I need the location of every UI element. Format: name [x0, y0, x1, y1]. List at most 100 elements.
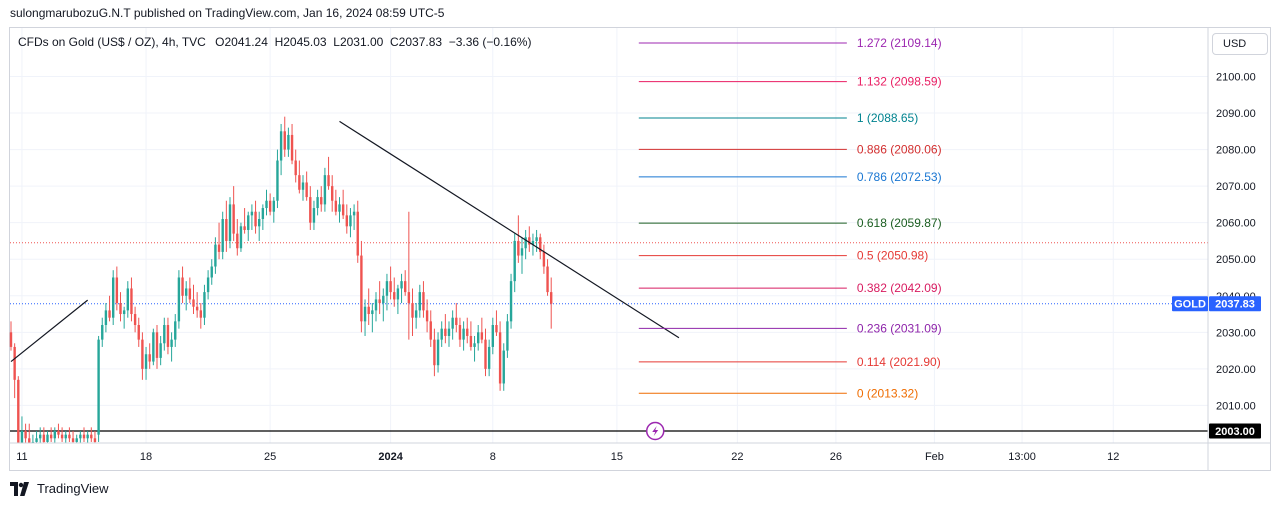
candle-body: [363, 306, 367, 322]
candle-body: [305, 182, 308, 198]
candle-body: [341, 204, 345, 216]
candle-body: [411, 303, 414, 318]
candle: [309, 186, 312, 230]
candle-body: [400, 281, 403, 289]
candle: [425, 299, 429, 333]
event-lightning-icon[interactable]: [645, 421, 665, 441]
candle: [232, 186, 235, 241]
chart-legend: CFDs on Gold (US$ / OZ), 4h, TVC O2041.2…: [18, 35, 531, 49]
time-axis-label: 25: [264, 451, 276, 463]
candle: [265, 189, 268, 216]
candle: [341, 189, 345, 220]
price-axis-label: 2100.00: [1216, 71, 1256, 83]
time-axis-label: 13:00: [1008, 451, 1036, 463]
candle-body: [458, 325, 462, 340]
candle-body: [349, 215, 352, 227]
price-axis-label: 2030.00: [1216, 327, 1256, 339]
candle: [130, 277, 133, 322]
legend-high: H2045.03: [274, 35, 327, 49]
candle: [356, 200, 359, 263]
candle: [404, 270, 407, 296]
candle-body: [513, 240, 516, 282]
candle: [137, 317, 140, 347]
candle-body: [133, 314, 137, 326]
candle: [331, 175, 334, 212]
candle-body: [119, 303, 122, 315]
candle: [458, 317, 462, 347]
candle-body: [221, 219, 224, 252]
candle-body: [542, 251, 546, 267]
candle-body: [301, 182, 305, 190]
candle-body: [466, 328, 469, 336]
candle: [411, 288, 414, 336]
candle-body: [174, 321, 177, 340]
candle-body: [345, 215, 348, 227]
candle-body: [276, 160, 279, 201]
trendline[interactable]: [10, 299, 89, 363]
candle: [122, 306, 126, 329]
candle: [35, 431, 38, 443]
candle-body: [469, 335, 473, 347]
candle: [177, 270, 181, 329]
candle: [68, 427, 71, 442]
candle-body: [210, 266, 213, 278]
price-axis-label: 2010.00: [1216, 400, 1256, 412]
candle-body: [407, 292, 411, 304]
candle-body: [46, 434, 49, 442]
candle-body: [203, 292, 206, 318]
candle: [86, 431, 89, 443]
candle: [115, 266, 119, 311]
candle-body: [484, 339, 487, 369]
price-axis-label: 2080.00: [1216, 145, 1256, 157]
candle: [243, 208, 246, 234]
currency-button[interactable]: USD: [1212, 33, 1268, 55]
candle-body: [279, 131, 283, 161]
candle: [181, 266, 184, 304]
candle-body: [393, 292, 396, 300]
candle: [542, 244, 546, 274]
candle-body: [236, 233, 239, 249]
candle-body: [414, 310, 418, 318]
candle: [320, 186, 323, 212]
candle-body: [356, 211, 359, 256]
candle-body: [35, 438, 38, 442]
candle-body: [371, 310, 374, 315]
price-axis-label: 2050.00: [1216, 254, 1256, 266]
candle-body: [181, 277, 184, 296]
candle: [338, 197, 341, 223]
candle: [188, 277, 192, 304]
candle: [28, 423, 31, 443]
candle: [49, 427, 53, 442]
candle-body: [64, 434, 67, 439]
candle: [363, 299, 367, 336]
candle: [327, 156, 330, 190]
candle: [294, 149, 297, 183]
candle-body: [535, 237, 538, 241]
candle-body: [17, 379, 20, 443]
candle: [473, 335, 476, 362]
candle-body: [404, 281, 407, 293]
candle: [433, 328, 436, 377]
candle-body: [546, 266, 549, 293]
candle: [414, 303, 418, 329]
candle: [484, 328, 487, 377]
candle: [101, 317, 104, 347]
candle: [82, 427, 86, 442]
last-price-value: 2037.83: [1215, 299, 1255, 311]
candle: [451, 310, 454, 340]
candle: [90, 427, 93, 442]
candle: [429, 310, 432, 347]
candle-body: [539, 237, 542, 252]
candle-body: [206, 277, 210, 293]
candle: [528, 226, 531, 252]
candle-body: [451, 317, 454, 329]
candle: [382, 288, 385, 322]
candle: [455, 303, 458, 333]
candle-body: [82, 434, 86, 439]
tradingview-logo-icon: [10, 481, 29, 496]
candle-body: [75, 438, 78, 442]
time-axis-label: 18: [140, 451, 152, 463]
trendline[interactable]: [339, 120, 680, 339]
candle: [141, 332, 144, 380]
